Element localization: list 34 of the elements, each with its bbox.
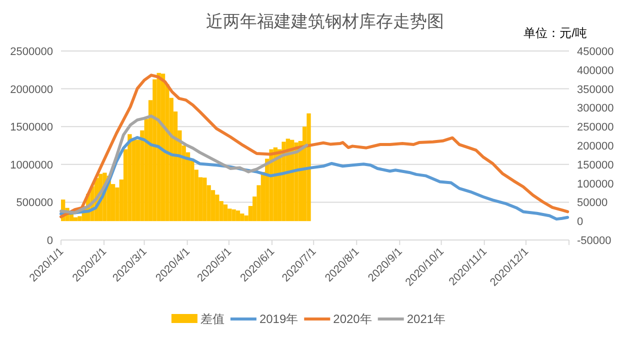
y2-tick-label: -50000 (577, 235, 612, 247)
y-tick-label: 0 (46, 235, 53, 247)
y2-tick-label: 0 (577, 216, 584, 228)
bar (236, 210, 240, 222)
y-tick-label: 500000 (16, 197, 53, 210)
bar (240, 214, 244, 222)
line-series (60, 114, 308, 214)
text: 单位：元/吨 (524, 26, 587, 40)
y-tick-label: 2500000 (10, 46, 53, 58)
y2-tick-label: 300000 (577, 102, 614, 115)
bar (228, 208, 232, 222)
legend-label: 差值 (200, 312, 224, 326)
y2-tick-label: 100000 (577, 178, 614, 190)
y2-tick-label: 350000 (577, 84, 614, 96)
bar (306, 113, 311, 222)
y2-tick-label: 450000 (577, 46, 614, 58)
y2-tick-label: 400000 (577, 64, 614, 77)
y2-tick-label: 150000 (577, 159, 614, 172)
legend-label: 2019年 (259, 312, 298, 326)
legend-label: 2021年 (406, 312, 446, 326)
y2-tick-label: 200000 (577, 140, 614, 152)
bar (132, 138, 136, 222)
bar (128, 134, 132, 222)
line-series (60, 74, 570, 218)
bar (223, 204, 228, 222)
bar (232, 209, 236, 222)
legend-label: 2020年 (333, 312, 372, 326)
chart-title: 近两年福建建筑钢材库存走势图 (206, 12, 444, 31)
y-tick-label: 1500000 (10, 122, 53, 134)
y2-tick-label: 250000 (577, 122, 614, 134)
y-tick-label: 2000000 (10, 84, 53, 96)
y2-tick-label: 50000 (577, 197, 608, 210)
y-tick-label: 1000000 (10, 159, 53, 172)
bar (202, 178, 207, 222)
